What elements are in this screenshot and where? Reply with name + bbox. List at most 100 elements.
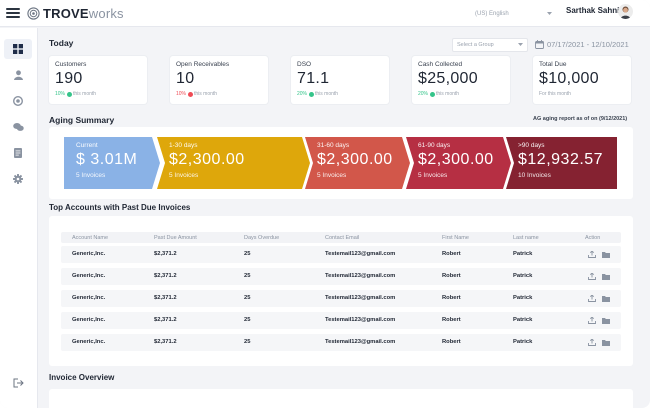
language-select[interactable]: (US) English [473,6,556,21]
trove-logo-icon [27,6,40,20]
folder-icon[interactable] [602,295,610,302]
aging-segment-over-90[interactable]: >90 days $12,932.57 10 Invoices [506,137,617,189]
column-header-first-name[interactable]: First Name [442,235,469,241]
avatar[interactable] [618,4,633,19]
cell-past-due-amount: $2,371.2 [154,317,177,323]
folder-icon[interactable] [602,317,610,324]
cell-first-name: Robert [442,339,461,345]
kpi-value: $10,000 [539,70,599,87]
export-icon[interactable] [588,273,596,280]
cell-days-overdue: 25 [244,273,251,279]
cell-last-name: Patrick [513,317,533,323]
cell-last-name: Patrick [513,339,533,345]
table-row[interactable] [61,334,621,351]
column-header-last-name[interactable]: Last name [513,235,539,241]
aging-range: 61-90 days [418,142,451,149]
kpi-trend-note: this month [73,91,97,97]
folder-icon[interactable] [602,339,610,346]
export-icon[interactable] [588,251,596,258]
trend-up-icon [67,91,73,97]
kpi-card-cash-collected[interactable]: Cash Collected $25,000 20% this month [412,56,510,104]
table-row[interactable] [61,312,621,329]
sidebar-item-dashboard[interactable] [4,39,32,59]
column-header-action: Action [585,235,601,241]
export-icon[interactable] [588,339,596,346]
cell-last-name: Patrick [513,273,533,279]
kpi-card-open-receivables[interactable]: Open Receivables 10 10% this month [170,56,268,104]
kpi-trend: 10% this month [176,91,217,97]
kpi-value: $25,000 [418,70,478,87]
brand-bold: TROVE [43,5,89,21]
date-range-picker[interactable]: 07/17/2021 - 12/10/2021 [535,37,632,52]
cell-past-due-amount: $2,371.2 [154,273,177,279]
column-header-days-overdue[interactable]: Days Overdue [244,235,280,241]
group-select[interactable]: Select a Group [452,38,528,52]
aging-report-note: AG aging report as of on (9/12/2021) [533,116,628,122]
kpi-trend: 20% this month [297,91,338,97]
chat-icon [12,123,24,131]
sidebar-item-logout[interactable] [10,375,26,391]
trend-down-icon [188,91,194,97]
kpi-trend-percent: 10% [176,91,187,97]
sidebar-item-settings[interactable] [10,171,26,187]
table-row[interactable] [61,290,621,307]
sidebar-item-customers[interactable] [10,67,26,83]
logout-icon [13,378,24,388]
kpi-card-dso[interactable]: DSO 71.1 20% this month [291,56,389,104]
kpi-label: Cash Collected [418,61,463,68]
kpi-value: 71.1 [297,70,330,87]
cell-account-name: Generic,Inc. [72,317,106,323]
invoice-overview-panel [49,389,633,408]
column-header-past-due-amount[interactable]: Past Due Amount [154,235,197,241]
dashboard-icon [13,44,23,54]
kpi-card-customers[interactable]: Customers 190 10% this month [49,56,147,104]
sidebar-item-reports[interactable] [10,145,26,161]
aging-segment-1-30[interactable]: 1-30 days $2,300.00 5 Invoices [157,137,310,189]
sidebar-item-messages[interactable] [10,119,26,135]
kpi-trend-percent: 20% [418,91,429,97]
cell-last-name: Patrick [513,251,533,257]
kpi-trend: 10% this month [55,91,96,97]
column-header-account-name[interactable]: Account Name [72,235,109,241]
brand-name: TROVEworks [43,6,124,21]
aging-segment-31-60[interactable]: 31-60 days $2,300.00 5 Invoices [305,137,410,189]
sidebar-item-support[interactable] [10,93,26,109]
lifebuoy-icon [13,96,23,106]
menu-icon[interactable] [6,8,20,18]
kpi-card-total-due[interactable]: Total Due $10,000 For this month [533,56,631,104]
folder-icon[interactable] [602,251,610,258]
kpi-trend-note: this month [315,91,339,97]
aging-segment-current[interactable]: Current $ 3.01M 5 Invoices [64,137,160,189]
aging-range: Current [76,142,98,149]
table-row[interactable] [61,246,621,263]
cell-first-name: Robert [442,251,461,257]
sidebar [0,28,38,408]
today-title: Today [49,38,74,48]
kpi-value: 190 [55,70,83,87]
aging-amount: $2,300.00 [317,151,393,168]
top-bar: TROVEworks (US) English Sarthak Sahni [0,0,650,27]
user-icon [13,70,23,80]
aging-summary-title: Aging Summary [49,115,115,125]
group-select-placeholder: Select a Group [457,42,494,48]
cell-contact-email: Testemail123@gmail.com [325,317,396,323]
aging-segment-61-90[interactable]: 61-90 days $2,300.00 5 Invoices [406,137,511,189]
cell-days-overdue: 25 [244,295,251,301]
kpi-label: Open Receivables [176,61,230,68]
aging-amount: $2,300.00 [169,151,245,168]
cell-last-name: Patrick [513,295,533,301]
logo[interactable]: TROVEworks [27,6,124,21]
user-name[interactable]: Sarthak Sahni [566,6,620,15]
kpi-trend: For this month [539,91,571,97]
export-icon[interactable] [588,295,596,302]
aging-amount: $ 3.01M [76,151,138,168]
cell-days-overdue: 25 [244,339,251,345]
cell-account-name: Generic,Inc. [72,273,106,279]
export-icon[interactable] [588,317,596,324]
table-row[interactable] [61,268,621,285]
kpi-value: 10 [176,70,195,87]
column-header-contact-email[interactable]: Contact Email [325,235,360,241]
folder-icon[interactable] [602,273,610,280]
cell-first-name: Robert [442,273,461,279]
